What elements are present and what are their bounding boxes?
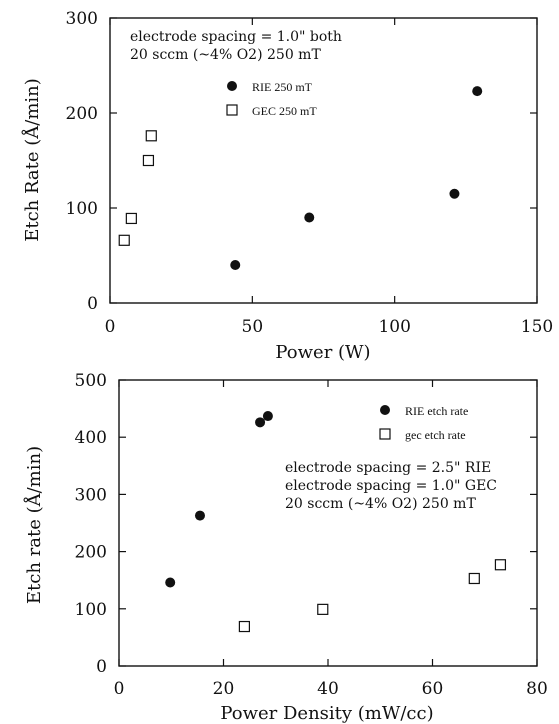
annotation-line: electrode spacing = 1.0" both [130,29,342,45]
data-point-square [145,130,157,142]
x-tick-label: 60 [422,679,444,699]
y-tick-label: 100 [66,199,98,219]
data-point-circle [262,411,273,422]
data-point-square [142,154,155,167]
legend-label: RIE 250 mT [252,80,313,94]
x-tick-label: 80 [526,679,548,699]
y-tick-label: 500 [75,371,107,391]
y-tick-label: 200 [75,543,107,563]
data-point-square [118,234,130,246]
legend-marker [227,81,237,91]
data-point-circle [449,188,460,199]
y-tick-label: 300 [66,9,98,29]
x-tick-label: 0 [105,317,116,337]
annotation-line: 20 sccm (~4% O2) 250 mT [285,496,476,512]
x-axis-label: Power (W) [275,342,370,363]
y-tick-label: 0 [96,657,107,677]
y-tick-label: 300 [75,485,107,505]
data-point-square [238,620,250,633]
data-point-square [468,572,480,585]
chart-power-density: 0 20 40 60 80 0 100 200 300 400 500 Power Density (… [23,371,548,724]
annotation-line: electrode spacing = 1.0" GEC [285,478,497,494]
x-tick-label: 100 [378,317,410,337]
y-tick-label: 200 [66,104,98,124]
data-point-square [317,603,329,615]
annotation-line: 20 sccm (~4% O2) 250 mT [130,47,321,63]
legend-marker [379,428,391,440]
data-point-circle [230,260,241,270]
legend-marker [226,104,238,116]
chart-power: 0 50 100 150 0 100 200 300 Power (W) Etch Rate (Å… [21,9,553,363]
data-point-circle [165,577,176,588]
plot-frame [118,379,538,667]
y-tick-label: 0 [87,294,98,314]
data-point-square [125,212,137,225]
plot-frame [109,17,538,304]
legend-label: GEC 250 mT [252,104,317,118]
data-point-circle [472,86,483,97]
y-tick-label: 400 [75,428,107,448]
x-tick-label: 20 [213,679,235,699]
y-axis-label: Etch rate (Å/min) [23,446,45,604]
annotation-line: electrode spacing = 2.5" RIE [285,460,491,476]
data-point-circle [255,417,266,428]
x-tick-label: 0 [114,679,125,699]
x-tick-label: 40 [317,679,339,699]
legend-marker [380,405,390,415]
y-axis-label: Etch Rate (Å/min) [21,78,43,242]
x-tick-label: 150 [521,317,553,337]
legend-label: gec etch rate [405,428,466,442]
x-axis-label: Power Density (mW/cc) [220,703,433,724]
data-point-circle [194,510,205,521]
y-tick-label: 100 [75,600,107,620]
data-point-square [494,559,507,571]
data-point-circle [304,212,315,223]
legend-label: RIE etch rate [405,404,468,418]
x-tick-label: 50 [242,317,264,337]
